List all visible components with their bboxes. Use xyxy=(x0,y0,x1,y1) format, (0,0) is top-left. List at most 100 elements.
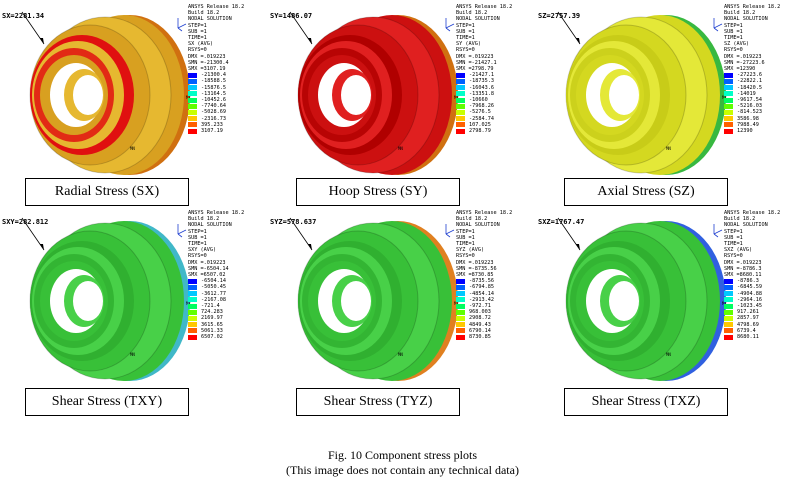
legend-swatch xyxy=(456,103,465,109)
legend-swatch xyxy=(456,291,465,297)
peak-value-label: SZ=2757.39 xyxy=(538,12,581,20)
legend-header-line: Build 18.2 xyxy=(456,216,488,223)
legend-value: 3586.98 xyxy=(737,115,759,122)
legend-header-line: STEP=1 xyxy=(456,228,475,235)
legend-swatch xyxy=(188,278,197,284)
legend-value: 5061.33 xyxy=(201,327,223,334)
legend-header-line: SUB =1 xyxy=(188,234,207,241)
legend-header-line: DMX =.019223 xyxy=(724,53,762,60)
legend-row: -5050.45 xyxy=(188,284,244,290)
legend-header-line: SMN =-6504.14 xyxy=(188,265,229,272)
legend-row: 395.233 xyxy=(188,122,244,128)
legend-row: -15876.5 xyxy=(188,85,244,91)
legend-row: -22822.1 xyxy=(724,78,780,84)
legend-row: -13351.8 xyxy=(456,91,512,97)
legend-swatch xyxy=(188,334,197,340)
legend-row: 3615.65 xyxy=(188,322,244,328)
legend-row: 5061.33 xyxy=(188,328,244,334)
legend-header-line: Build 18.2 xyxy=(188,216,220,223)
legend-header-line: DMX =.019223 xyxy=(456,259,494,266)
legend-swatch xyxy=(724,291,733,297)
legend-value: 724.283 xyxy=(201,309,223,316)
legend-header-line: Build 18.2 xyxy=(724,10,756,17)
legend-header-line: DMX =.019223 xyxy=(724,259,762,266)
legend-value: -3612.77 xyxy=(201,290,226,297)
legend-swatch xyxy=(724,309,733,315)
legend-value: -8735.56 xyxy=(469,278,494,285)
legend-value: -6504.14 xyxy=(201,278,226,285)
legend-row: 4849.43 xyxy=(456,322,512,328)
legend-swatch xyxy=(456,109,465,115)
legend-swatch xyxy=(724,334,733,340)
legend-header-line: SMX =8680.11 xyxy=(724,272,762,279)
legend-row: -6794.85 xyxy=(456,284,512,290)
legend-row: -2584.74 xyxy=(456,116,512,122)
legend-header-line: SZ (AVG) xyxy=(724,41,749,48)
legend-header-line: SUB =1 xyxy=(724,234,743,241)
legend-value: -6845.59 xyxy=(737,284,762,291)
legend-row: -16043.6 xyxy=(456,85,512,91)
legend-header-line: NODAL SOLUTION xyxy=(724,16,768,23)
legend-row: 2857.97 xyxy=(724,315,780,321)
legend-row: 8730.85 xyxy=(456,334,512,340)
min-marker: MN xyxy=(398,352,403,357)
legend-header-line: SXZ (AVG) xyxy=(724,247,753,254)
legend-value: 6507.02 xyxy=(201,333,223,340)
legend-value: 12390 xyxy=(737,127,753,134)
legend-value: -2584.74 xyxy=(469,115,494,122)
min-marker: MN xyxy=(130,146,135,151)
legend-value: -15876.5 xyxy=(201,84,226,91)
legend-value: -14019 xyxy=(737,90,756,97)
contour-legend: ANSYS Release 18.2 Build 18.2 NODAL SOLUTI… xyxy=(456,210,512,340)
legend-row: 107.025 xyxy=(456,122,512,128)
peak-value-label: SX=2281.34 xyxy=(2,12,45,20)
legend-value: 107.025 xyxy=(469,121,491,128)
stress-contour-render: MX MN xyxy=(289,217,459,381)
legend-row: -4904.88 xyxy=(724,291,780,297)
legend-swatch xyxy=(724,103,733,109)
legend-value: 2798.79 xyxy=(469,127,491,134)
legend-swatch xyxy=(188,122,197,128)
min-marker: MN xyxy=(130,352,135,357)
legend-row: 6790.14 xyxy=(456,328,512,334)
legend-swatch xyxy=(724,328,733,334)
legend-value: 6790.14 xyxy=(469,327,491,334)
legend-header-line: ANSYS Release 18.2 xyxy=(188,210,245,216)
legend-value: -27223.6 xyxy=(737,72,762,79)
legend-header-line: SMN =-27223.6 xyxy=(724,59,765,66)
legend-header-line: SMN =-8786.3 xyxy=(724,265,762,272)
legend-swatch xyxy=(456,79,465,85)
legend-header-line: RSYS=0 xyxy=(188,253,207,260)
legend-value: -18420.5 xyxy=(737,84,762,91)
legend-header-line: DMX =.019223 xyxy=(456,53,494,60)
legend-swatch xyxy=(188,85,197,91)
legend-row: 7988.49 xyxy=(724,122,780,128)
legend-swatch xyxy=(724,79,733,85)
legend-row: -18588.5 xyxy=(188,78,244,84)
legend-header-line: SMN =-21427.1 xyxy=(456,59,497,66)
legend-header-line: DMX =.019223 xyxy=(188,53,226,60)
legend-row: -4854.14 xyxy=(456,291,512,297)
contour-legend: ANSYS Release 18.2 Build 18.2 NODAL SOLUTI… xyxy=(188,4,244,134)
legend-swatch xyxy=(724,109,733,115)
contour-legend: ANSYS Release 18.2 Build 18.2 NODAL SOLUTI… xyxy=(456,4,512,134)
legend-header-line: RSYS=0 xyxy=(724,47,743,54)
legend-swatch xyxy=(724,297,733,303)
legend-swatch xyxy=(188,128,197,134)
legend-header-line: TIME=1 xyxy=(456,35,475,42)
legend-value: -21427.1 xyxy=(469,72,494,79)
legend-row: 2798.79 xyxy=(456,128,512,134)
legend-swatch xyxy=(724,322,733,328)
legend-header-line: SY (AVG) xyxy=(456,41,481,48)
legend-value: -18588.5 xyxy=(201,78,226,85)
stress-contour-render: MX MN xyxy=(557,11,727,175)
legend-row: 2908.72 xyxy=(456,315,512,321)
legend-row: -814.523 xyxy=(724,109,780,115)
legend-row: -3612.77 xyxy=(188,291,244,297)
legend-swatch xyxy=(456,315,465,321)
legend-header-line: ANSYS Release 18.2 xyxy=(188,4,245,10)
legend-value: -5050.45 xyxy=(201,284,226,291)
legend-swatch xyxy=(456,309,465,315)
